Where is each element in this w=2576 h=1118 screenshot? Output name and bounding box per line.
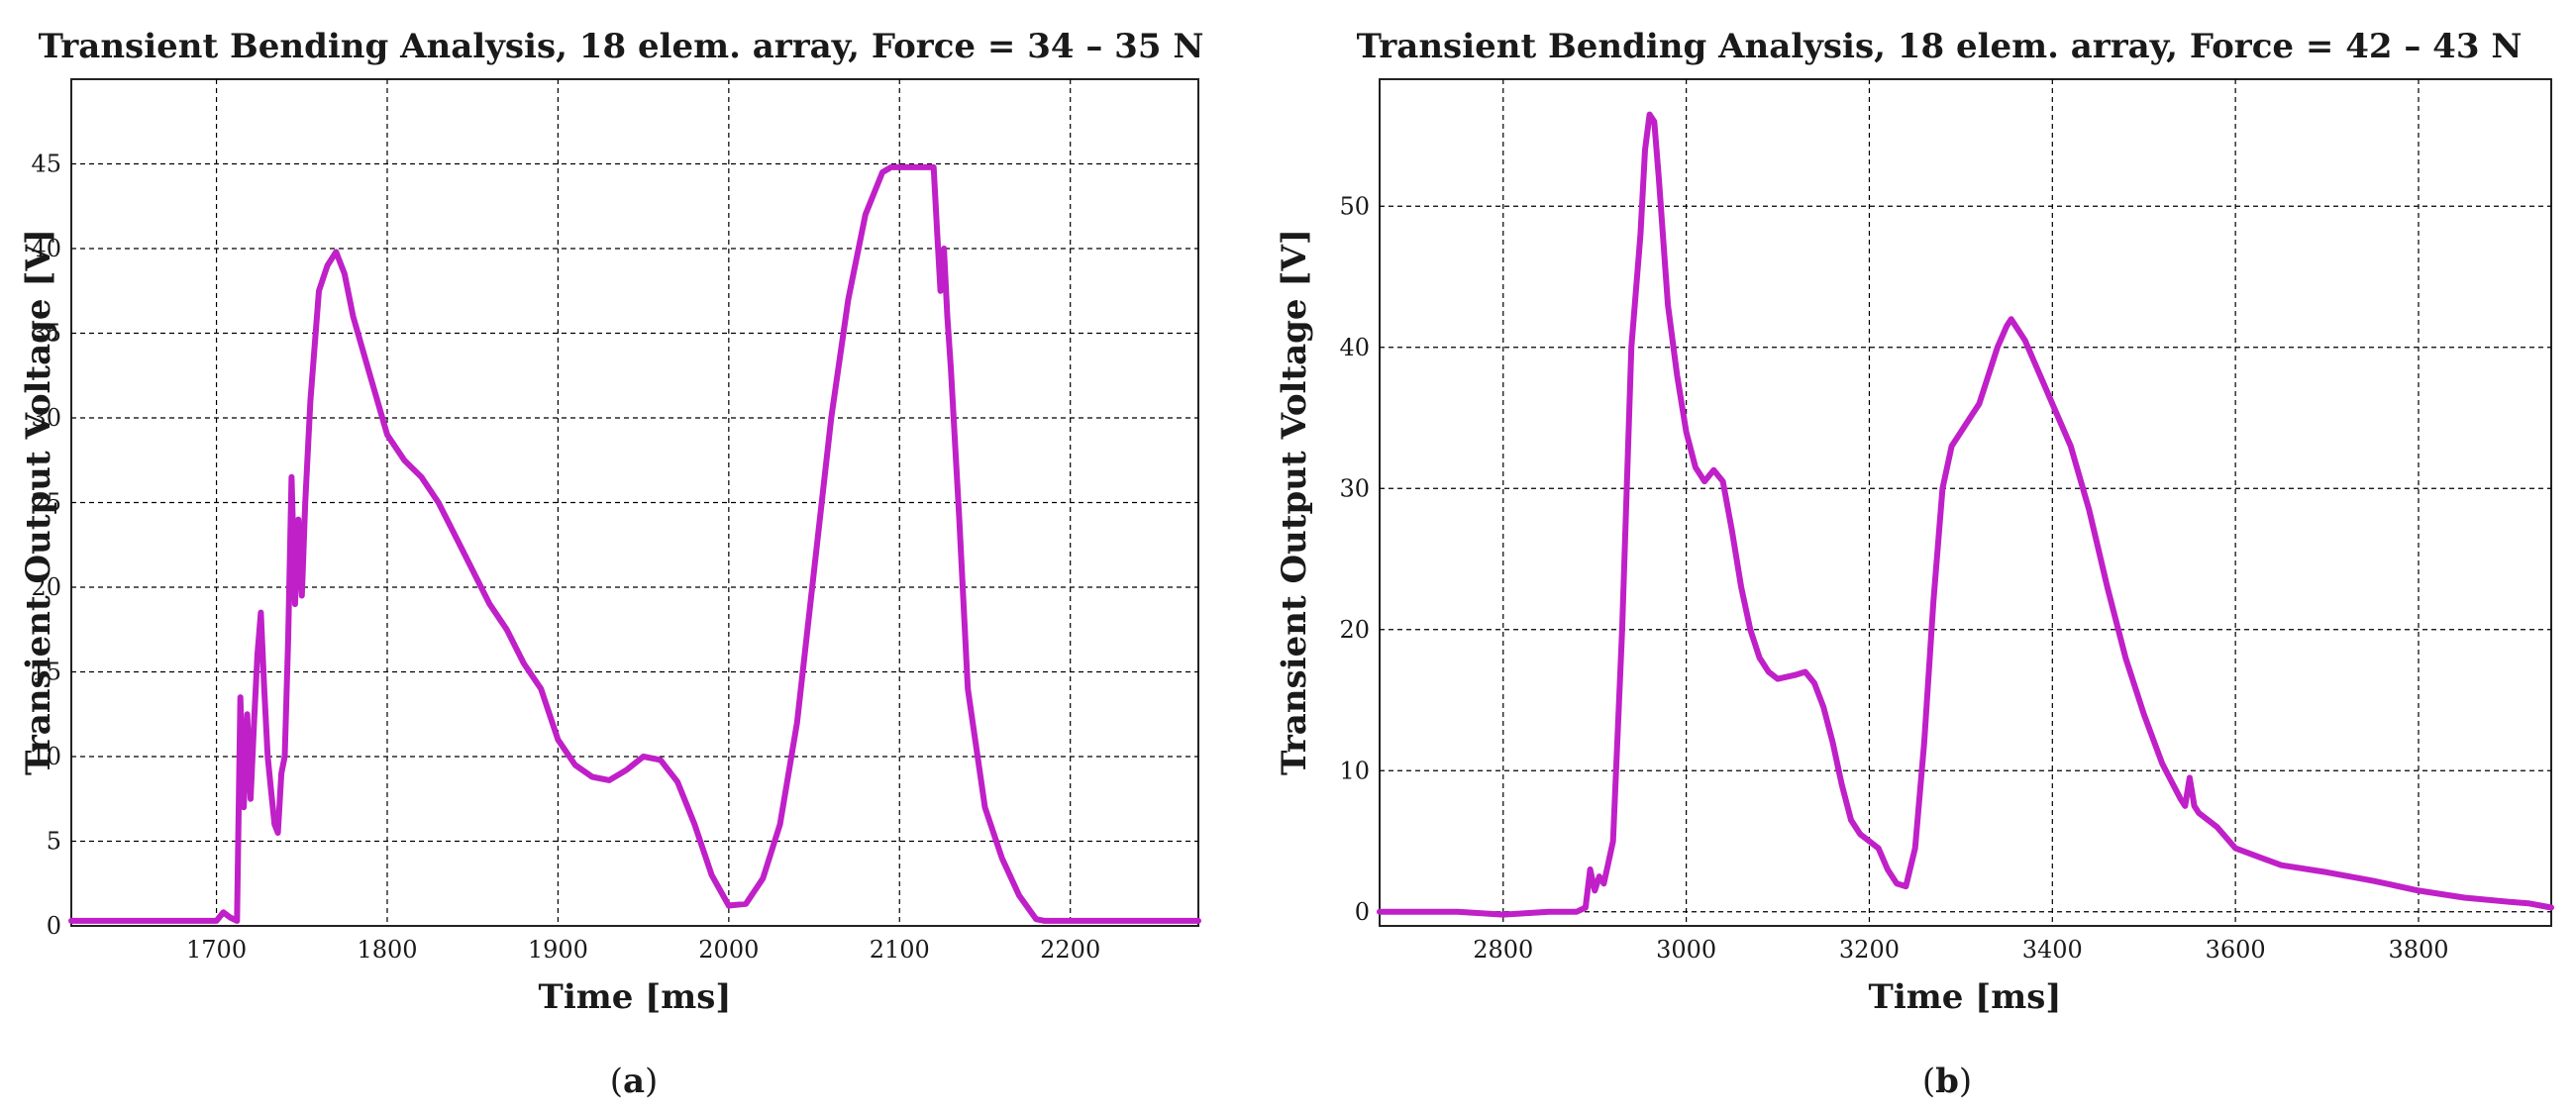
chart-a-xlabel: Time [ms] bbox=[539, 977, 732, 1017]
chart-b-xtick-label: 3600 bbox=[2206, 936, 2266, 964]
chart-a-ytick-label: 0 bbox=[47, 912, 61, 940]
chart-b-grid bbox=[1380, 79, 2551, 926]
chart-a-ylabel: Transient Output Voltage [V] bbox=[19, 229, 58, 775]
chart-b-ytick-label: 50 bbox=[1339, 192, 1370, 220]
chart-a-ytick-label: 10 bbox=[31, 743, 61, 770]
chart-a-series-line bbox=[68, 163, 1201, 924]
chart-b-xtick-label: 3200 bbox=[1839, 936, 1900, 964]
chart-a-xtick-label: 1700 bbox=[186, 936, 247, 964]
chart-b-panel-label: (b) bbox=[1922, 1062, 1972, 1101]
chart-b-ytick-label: 10 bbox=[1339, 757, 1370, 784]
chart-b-xtick-label: 3000 bbox=[1656, 936, 1716, 964]
chart-a-xtick-label: 2000 bbox=[698, 936, 759, 964]
chart-b-series-line bbox=[1377, 111, 2554, 918]
chart-b-xtick-label: 3400 bbox=[2022, 936, 2083, 964]
chart-a-ticks: 1700 1800 1900 2000 2100 2200 0 5 10 15 20 25 30 35 40… bbox=[31, 151, 1100, 965]
chart-a-panel-label: (a) bbox=[610, 1062, 659, 1101]
chart-a-title: Transient Bending Analysis, 18 elem. arr… bbox=[39, 27, 1204, 66]
chart-b-ylabel: Transient Output Voltage [V] bbox=[1275, 229, 1314, 775]
chart-a-ytick-label: 5 bbox=[47, 828, 61, 856]
chart-panel-b: Transient Bending Analysis, 18 elem. arr… bbox=[1275, 27, 2554, 1101]
chart-b-xtick-label: 2800 bbox=[1473, 936, 1533, 964]
chart-a-ytick-label: 45 bbox=[31, 151, 61, 178]
chart-a-xtick-label: 2200 bbox=[1040, 936, 1100, 964]
chart-b-ytick-label: 40 bbox=[1339, 334, 1370, 361]
chart-a-ytick-label: 40 bbox=[31, 235, 61, 262]
chart-a-ytick-label: 15 bbox=[31, 659, 61, 686]
chart-a-xtick-label: 1800 bbox=[357, 936, 417, 964]
chart-b-xlabel: Time [ms] bbox=[1869, 977, 2062, 1017]
chart-a-xtick-label: 2100 bbox=[870, 936, 930, 964]
chart-b-title: Transient Bending Analysis, 18 elem. arr… bbox=[1357, 27, 2523, 66]
chart-a-ytick-label: 30 bbox=[31, 404, 61, 432]
chart-b-ytick-label: 30 bbox=[1339, 474, 1370, 502]
chart-a-ytick-label: 35 bbox=[31, 320, 61, 348]
chart-a-ytick-label: 25 bbox=[31, 489, 61, 517]
chart-b-plot-area bbox=[1379, 78, 2552, 927]
chart-b-ytick-label: 0 bbox=[1355, 898, 1370, 926]
chart-a-ytick-label: 20 bbox=[31, 573, 61, 601]
chart-b-xtick-label: 3800 bbox=[2388, 936, 2448, 964]
chart-a-xtick-label: 1900 bbox=[528, 936, 588, 964]
chart-b-ticks: 2800 3000 3200 3400 3600 3800 0 10 20 30 40 50 bbox=[1339, 192, 2448, 964]
chart-a-grid bbox=[71, 79, 1198, 926]
chart-b-ytick-label: 20 bbox=[1339, 616, 1370, 644]
chart-panel-a: Transient Bending Analysis, 18 elem. arr… bbox=[19, 27, 1203, 1101]
